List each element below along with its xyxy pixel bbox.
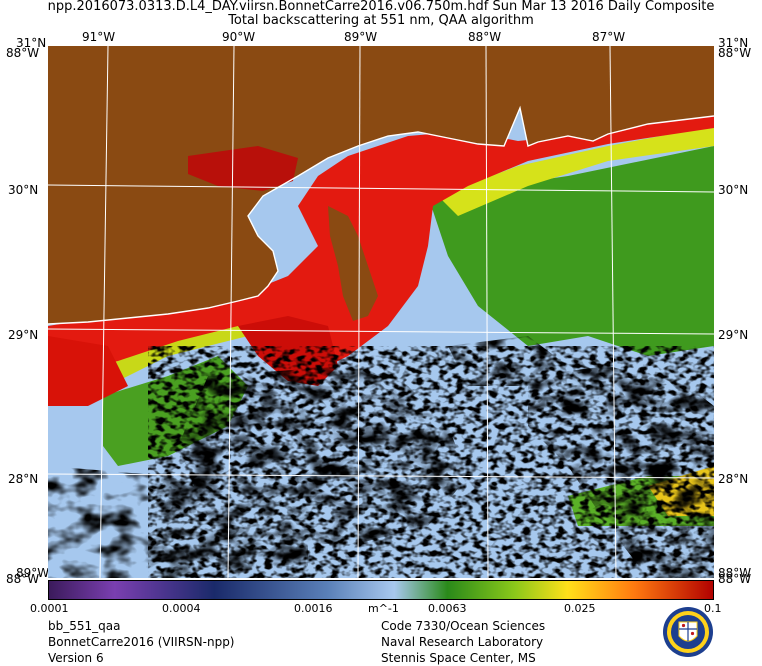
cloud-speckle	[148, 346, 714, 578]
graticule	[48, 46, 714, 578]
corner-bottom-left-lon: 88°W	[6, 572, 40, 586]
land-mass	[48, 46, 714, 324]
corner-top-right-lat: 31°N	[718, 36, 749, 50]
nrl-seal-icon	[663, 607, 713, 657]
lon-label-87w-top: 87°W	[592, 30, 626, 44]
org-name: Naval Research Laboratory	[381, 635, 544, 649]
corner-top-right-lon: 88°W	[718, 46, 752, 60]
corner-top-left-lat: 31°N	[16, 36, 47, 50]
lat-label-30n-right: 30°N	[718, 183, 749, 197]
scale-label-0016: 0.0016	[294, 602, 333, 615]
scale-label-min: 0.0001	[30, 602, 69, 615]
satellite-map	[48, 46, 714, 578]
scale-label-0063: 0.0063	[428, 602, 467, 615]
product-name: bb_551_qaa	[48, 619, 121, 633]
red-coastal-water	[48, 116, 714, 376]
lat-label-29n-left: 29°N	[8, 328, 39, 342]
green-plume-east	[428, 146, 714, 356]
scale-label-025: 0.025	[564, 602, 596, 615]
yellow-band-east	[438, 126, 714, 216]
lat-label-29n-right: 29°N	[718, 328, 749, 342]
scale-label-units: m^-1	[368, 602, 399, 615]
version-label: Version 6	[48, 651, 104, 665]
coastline	[48, 105, 714, 325]
lat-label-28n-left: 28°N	[8, 472, 39, 486]
org-code: Code 7330/Ocean Sciences	[381, 619, 546, 633]
file-title: npp.2016073.0313.D.L4_DAY.viirsn.BonnetC…	[47, 0, 715, 14]
scale-label-0004: 0.0004	[162, 602, 201, 615]
lake-pontchartrain	[188, 146, 298, 191]
dataset-name: BonnetCarre2016 (VIIRSN-npp)	[48, 635, 235, 649]
scale-label-max: 0.1	[704, 602, 722, 615]
corner-bottom-right-lon: 88°W	[718, 572, 752, 586]
corner-bottom-left-lat: 89°W	[16, 566, 50, 580]
lat-label-30n-left: 30°N	[8, 183, 39, 197]
product-title: Total backscattering at 551 nm, QAA algo…	[228, 13, 534, 28]
corner-top-left-lon: 88°W	[6, 46, 40, 60]
corner-bottom-right-lat: 88°W	[718, 566, 752, 580]
lon-label-89w-top: 89°W	[344, 30, 378, 44]
org-location: Stennis Space Center, MS	[381, 651, 536, 665]
lat-label-28n-right: 28°N	[718, 472, 749, 486]
red-west-shelf	[48, 336, 128, 406]
color-scale-gradient	[48, 580, 714, 600]
color-scale-bar	[48, 580, 714, 600]
lon-label-91w-top: 91°W	[82, 30, 116, 44]
lon-label-88w-top: 88°W	[468, 30, 502, 44]
river-delta	[328, 206, 378, 321]
lon-label-90w-top: 90°W	[222, 30, 256, 44]
